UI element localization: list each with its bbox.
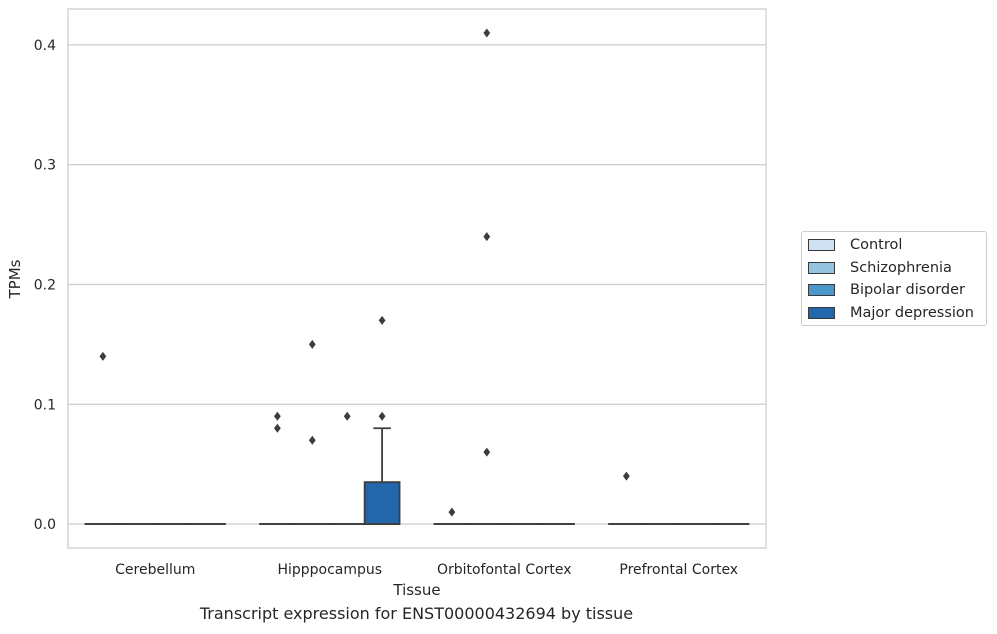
legend-label: Bipolar disorder <box>850 282 965 298</box>
outlier-point <box>448 507 456 517</box>
outlier-point <box>274 423 281 433</box>
x-tick-labels: Cerebellum Hipppocampus Orbitofontal Corte… <box>115 562 738 578</box>
outlier-point <box>483 232 491 242</box>
legend-swatch <box>808 261 835 274</box>
outlier-point <box>483 28 491 38</box>
legend-swatch <box>808 239 835 251</box>
outlier-point <box>623 471 630 481</box>
outlier-point <box>308 435 316 445</box>
legend-item: Major depression <box>808 303 974 323</box>
legend-item: Bipolar disorder <box>808 280 965 300</box>
chart-caption: Transcript expression for ENST0000043269… <box>199 604 634 623</box>
legend: Control Schizophrenia Bipolar disorder Majo… <box>801 231 987 326</box>
x-tick-label: Cerebellum <box>115 562 195 578</box>
legend-label: Major depression <box>850 304 974 321</box>
x-tick-label: Orbitofontal Cortex <box>437 562 572 578</box>
outlier-point <box>378 411 386 421</box>
outliers <box>99 28 630 517</box>
y-tick-label: 0.0 <box>34 517 56 533</box>
outlier-point <box>99 351 107 361</box>
legend-item: Schizophrenia <box>808 258 952 278</box>
outlier-point <box>343 411 351 421</box>
box <box>363 481 401 525</box>
boxes <box>84 427 750 525</box>
y-tick-labels: 0.0 0.1 0.2 0.3 0.4 <box>34 38 56 533</box>
y-axis-label: TPMs <box>6 259 24 299</box>
outlier-point <box>483 447 491 457</box>
outlier-point <box>308 339 316 349</box>
y-tick-label: 0.3 <box>34 158 56 174</box>
y-tick-label: 0.1 <box>34 397 56 413</box>
y-tick-label: 0.4 <box>34 38 56 54</box>
legend-label: Control <box>850 237 903 253</box>
legend-swatch <box>808 306 835 319</box>
legend-item: Control <box>808 235 902 255</box>
legend-swatch <box>808 284 835 296</box>
x-tick-label: Hipppocampus <box>277 562 382 578</box>
legend-label: Schizophrenia <box>850 259 952 276</box>
plot-frame <box>67 8 767 549</box>
outlier-point <box>274 411 281 421</box>
outlier-point <box>378 315 386 325</box>
x-axis-label: Tissue <box>392 581 440 599</box>
y-tick-label: 0.2 <box>34 277 56 293</box>
x-tick-label: Prefrontal Cortex <box>619 562 738 578</box>
